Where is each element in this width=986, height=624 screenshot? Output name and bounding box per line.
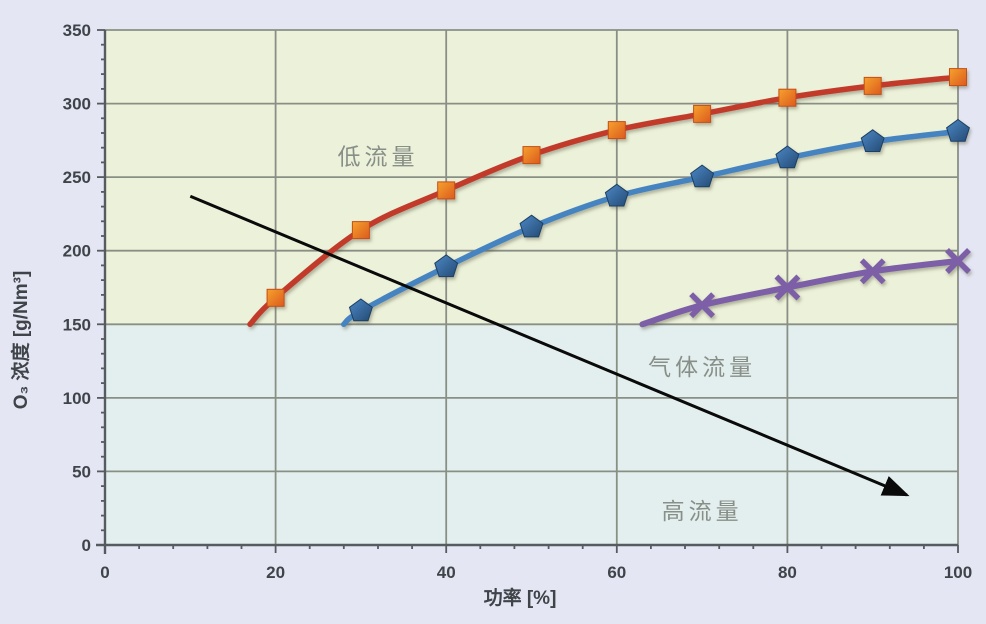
marker-pentagon bbox=[690, 164, 715, 188]
marker-square bbox=[863, 76, 882, 95]
marker-square bbox=[522, 146, 541, 165]
y-tick-label: 300 bbox=[63, 95, 91, 114]
tick-labels: 0 20 40 60 80 100 0 50 100 150 200 250 300 350 bbox=[63, 21, 973, 582]
gas-flow-label: 气体流量 bbox=[648, 354, 756, 380]
marker-square bbox=[607, 121, 626, 140]
marker-pentagon bbox=[775, 145, 800, 169]
marker-square bbox=[693, 104, 712, 123]
axis-ticks bbox=[97, 29, 959, 553]
x-tick-label: 40 bbox=[437, 563, 456, 582]
y-tick-label: 100 bbox=[63, 389, 91, 408]
y-tick-label: 50 bbox=[72, 462, 91, 481]
x-axis-title: 功率 [%] bbox=[484, 586, 557, 609]
y-tick-label: 200 bbox=[63, 242, 91, 261]
series-blue-pentagons bbox=[341, 118, 970, 328]
marker-square bbox=[437, 181, 456, 200]
x-tick-label: 80 bbox=[778, 563, 797, 582]
marker-x bbox=[859, 258, 886, 285]
y-tick-label: 150 bbox=[63, 315, 91, 334]
y-tick-label: 250 bbox=[63, 168, 91, 187]
axes bbox=[96, 30, 958, 554]
marker-pentagon bbox=[860, 129, 885, 152]
series-purple-x bbox=[639, 248, 971, 328]
x-tick-label: 100 bbox=[944, 563, 972, 582]
y-tick-label: 0 bbox=[82, 536, 91, 555]
marker-pentagon bbox=[946, 118, 970, 142]
high-flow-label: 高流量 bbox=[662, 498, 743, 524]
marker-x bbox=[689, 292, 716, 319]
marker-square bbox=[351, 221, 370, 240]
y-tick-label: 350 bbox=[63, 21, 91, 40]
marker-square bbox=[949, 68, 967, 87]
series-line-red-squares bbox=[247, 74, 961, 328]
marker-pentagon bbox=[519, 214, 544, 238]
marker-pentagon bbox=[604, 183, 629, 207]
x-tick-label: 0 bbox=[100, 563, 109, 582]
series-red-squares bbox=[247, 68, 967, 328]
flow-trend-arrow bbox=[189, 194, 910, 497]
high-flow-band bbox=[105, 324, 958, 545]
gridlines bbox=[105, 29, 959, 545]
marker-square bbox=[266, 288, 285, 307]
x-tick-label: 20 bbox=[266, 563, 285, 582]
marker-x bbox=[945, 248, 971, 274]
y-axis-title: O₃ 浓度 [g/Nm³] bbox=[9, 271, 32, 410]
chart-root: 0 20 40 60 80 100 0 50 100 150 200 250 300 350 低流量气体流量… bbox=[63, 21, 973, 582]
marker-x bbox=[774, 274, 801, 301]
marker-pentagon bbox=[348, 298, 373, 322]
low-flow-label: 低流量 bbox=[338, 144, 419, 170]
x-tick-label: 60 bbox=[607, 563, 626, 582]
marker-square bbox=[778, 88, 797, 107]
marker-pentagon bbox=[434, 254, 459, 278]
